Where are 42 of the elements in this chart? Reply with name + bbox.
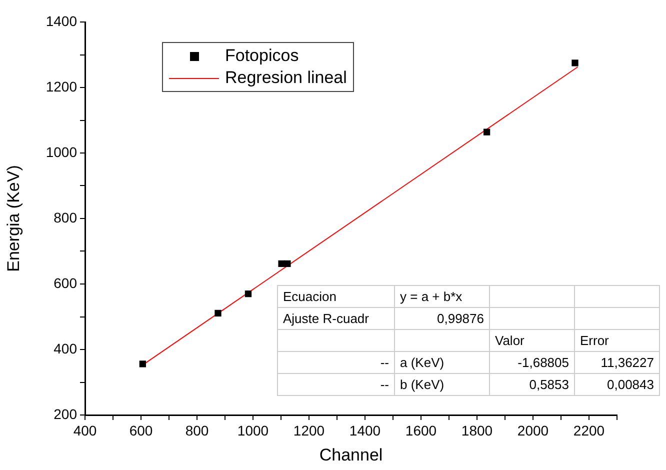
point: [572, 60, 578, 66]
x-tick-label: 800: [185, 422, 209, 438]
annotation: 11,36227: [574, 352, 660, 374]
legend-label: Regresion lineal: [225, 68, 347, 88]
x-tick-label: 1200: [293, 422, 325, 438]
x-tick-label: 1600: [405, 422, 437, 438]
annotation: 0,99876: [394, 308, 490, 330]
x-tick-label: 1800: [461, 422, 493, 438]
annotation: --: [278, 374, 394, 396]
annotation: Error: [574, 330, 660, 352]
y-tick-label: 400: [54, 340, 78, 356]
annotation: --: [278, 352, 394, 374]
annotation: Valor: [490, 330, 574, 352]
y-tick-label: 800: [54, 209, 78, 226]
annotation: -1,68805: [490, 352, 574, 374]
annotation: b (KeV): [394, 374, 490, 396]
annotation: y = a + b*x: [394, 286, 490, 308]
legend-label: Fotopicos: [225, 46, 299, 66]
annotation: 0,00843: [574, 374, 660, 396]
point: [284, 260, 291, 268]
y-tick-label: 1000: [46, 144, 78, 160]
point: [244, 290, 252, 298]
y-tick-label: 1400: [46, 12, 78, 29]
annotation: 0,5853: [490, 374, 574, 396]
point: [483, 128, 490, 136]
y-axis-title: Energia (KeV): [4, 165, 23, 272]
x-tick-label: 1400: [349, 422, 381, 438]
x-tick-label: 2200: [573, 422, 605, 438]
x-tick-label: 400: [73, 422, 97, 438]
x-axis-title: Channel: [319, 445, 383, 464]
x-tick-label: 1000: [237, 422, 269, 438]
y-tick-label: 1200: [46, 78, 78, 94]
y-tick-label: 200: [54, 406, 78, 422]
annotation: Ajuste R-cuadr: [278, 308, 394, 330]
x-tick-label: 2000: [517, 422, 549, 438]
annotation: Ecuacion: [278, 286, 394, 308]
point: [139, 360, 146, 368]
point: [214, 310, 222, 316]
y-tick-label: 600: [54, 274, 78, 291]
point: [278, 260, 285, 268]
x-tick-label: 600: [129, 422, 153, 438]
annotation: a (KeV): [394, 352, 490, 374]
